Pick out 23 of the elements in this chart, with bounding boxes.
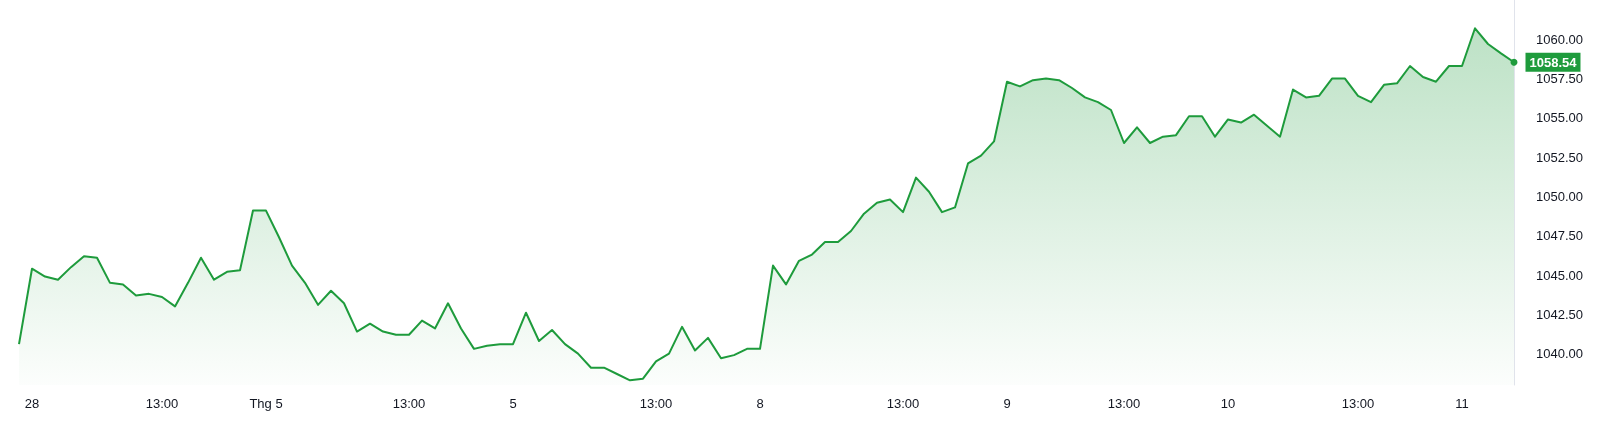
y-tick-label: 1042.50 [1536,306,1583,322]
x-tick-label: 8 [756,396,764,411]
x-tick-label: 13:00 [1107,396,1141,411]
y-tick-label: 1052.50 [1536,149,1583,165]
y-tick-label: 1040.00 [1536,346,1583,362]
y-tick-label: 1045.00 [1536,267,1583,283]
x-tick-label: 13:00 [1341,396,1375,411]
x-tick-label: 13:00 [392,396,426,411]
x-tick-label: 13:00 [639,396,673,411]
y-tick-label: 1057.50 [1536,71,1583,87]
x-tick-label: 9 [1003,396,1011,411]
y-tick-label: 1050.00 [1536,188,1583,204]
x-tick-label: 13:00 [886,396,920,411]
x-tick-label: 11 [1455,396,1469,411]
x-tick-label: 13:00 [145,396,179,411]
x-tick-label: 10 [1220,396,1236,411]
x-tick-label: 5 [509,396,517,411]
x-tick-label: Thg 5 [249,396,283,411]
y-tick-label: 1055.00 [1536,110,1583,126]
y-tick-label: 1060.00 [1536,31,1583,47]
y-tick-label: 1047.50 [1536,228,1583,244]
x-tick-label: 28 [24,396,40,411]
data-label: 1058.54 [1529,54,1578,70]
